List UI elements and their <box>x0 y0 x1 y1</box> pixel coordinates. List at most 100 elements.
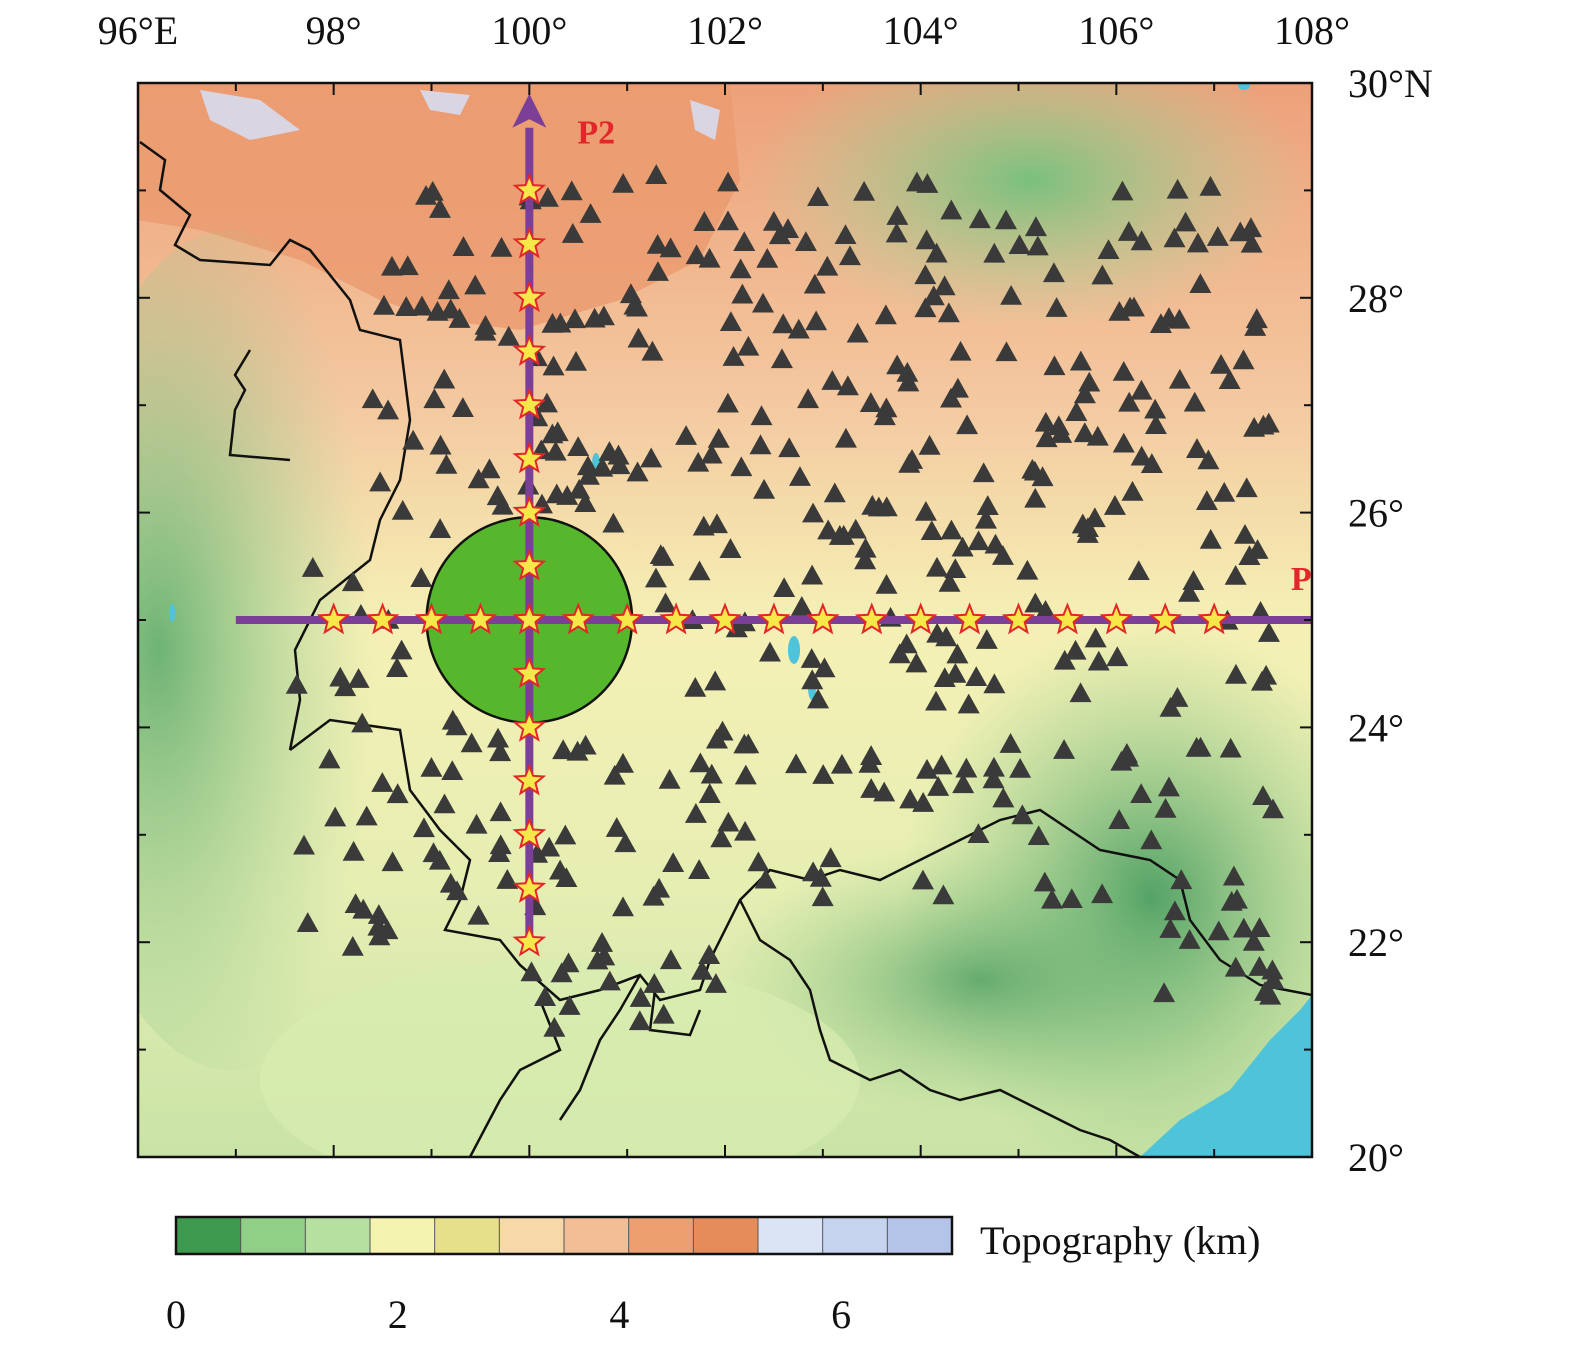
station-triangle <box>428 198 451 218</box>
station-triangle <box>1153 982 1176 1003</box>
station-triangle <box>1170 869 1193 890</box>
station-triangle <box>369 471 392 492</box>
station-triangle <box>1229 221 1252 242</box>
station-triangle <box>955 757 978 778</box>
station-triangle <box>946 643 969 664</box>
colorbar-segment <box>434 1217 500 1254</box>
sichuan-basin <box>750 83 1310 330</box>
station-triangle <box>355 805 378 826</box>
station-triangle <box>536 186 559 207</box>
profile-point-star <box>512 548 547 581</box>
station-triangle <box>832 524 855 545</box>
station-triangle <box>1246 539 1269 559</box>
station-triangle <box>1130 379 1153 400</box>
colorbar-segment <box>822 1217 888 1254</box>
station-triangle <box>925 556 948 577</box>
station-triangle <box>915 229 938 250</box>
station-triangle <box>975 629 998 649</box>
station-triangle <box>813 657 836 678</box>
profile-point-star <box>512 172 547 205</box>
station-triangle <box>1168 308 1191 329</box>
station-triangle <box>296 912 319 932</box>
station-triangle <box>886 205 909 225</box>
profile-point-star <box>316 602 351 635</box>
station-triangle <box>386 783 409 804</box>
station-triangle <box>1189 273 1212 293</box>
station-triangle <box>860 778 883 798</box>
station-triangle <box>445 715 468 736</box>
station-triangle <box>1073 422 1096 443</box>
colorbar-tick-label: 6 <box>831 1292 851 1337</box>
profile-point-star <box>512 709 547 742</box>
station-triangle <box>805 310 828 331</box>
colorbar-segment <box>499 1217 565 1254</box>
station-triangle <box>439 298 462 319</box>
station-triangle <box>704 670 727 691</box>
profile-point-star <box>805 602 840 635</box>
station-triangle <box>467 904 490 925</box>
colorbar-segment <box>305 1217 371 1254</box>
station-triangle <box>556 485 579 505</box>
station-triangle <box>441 760 464 781</box>
station-triangle <box>983 673 1006 694</box>
station-triangle <box>944 662 967 683</box>
station-triangle <box>1035 427 1058 448</box>
station-triangle <box>565 350 588 371</box>
station-triangle <box>1262 798 1285 819</box>
station-triangle <box>982 756 1005 777</box>
station-triangle <box>809 866 832 887</box>
profile-point-star <box>512 441 547 474</box>
station-triangle <box>448 308 471 328</box>
station-triangle <box>844 518 867 539</box>
station-triangle <box>361 388 384 409</box>
station-triangle <box>1024 592 1047 613</box>
station-triangle <box>1119 296 1142 317</box>
station-triangle <box>550 962 573 983</box>
map-area: P1 P2 <box>138 83 1312 1157</box>
station-triangle <box>972 462 995 483</box>
station-triangle <box>603 764 626 785</box>
profile-point-star <box>512 763 547 796</box>
station-triangle <box>489 801 512 822</box>
station-triangle <box>1108 809 1131 829</box>
station-triangle <box>710 827 733 848</box>
station-triangle <box>460 732 483 753</box>
station-triangle <box>1130 230 1153 251</box>
station-triangle <box>1159 696 1182 717</box>
profile-point-star <box>365 602 400 635</box>
station-triangle <box>716 392 739 413</box>
lake <box>1238 83 1250 90</box>
seismic-stations <box>285 164 1285 1037</box>
station-triangle <box>1140 829 1163 850</box>
station-triangle <box>451 397 474 417</box>
station-triangle <box>1144 398 1167 419</box>
station-triangle <box>301 557 324 577</box>
profile-point-star <box>708 602 742 635</box>
axis-ticks <box>137 82 1313 1158</box>
station-triangle <box>1220 890 1243 911</box>
station-triangle <box>731 283 754 304</box>
station-triangle <box>1064 639 1087 660</box>
station-triangle <box>612 172 635 193</box>
station-triangle <box>1043 355 1066 376</box>
profile-point-star <box>1001 602 1036 635</box>
station-triangle <box>692 515 715 536</box>
station-triangle <box>918 434 941 455</box>
colorbar-title: Topography (km) <box>980 1218 1260 1263</box>
station-triangle <box>1106 646 1129 667</box>
station-triangle <box>602 512 625 533</box>
station-triangle <box>644 567 667 588</box>
colorbar-segment <box>564 1217 630 1254</box>
station-triangle <box>563 308 586 329</box>
station-triangle <box>722 346 745 366</box>
station-triangle <box>897 371 920 392</box>
station-triangle <box>402 429 425 450</box>
station-triangle <box>496 869 519 889</box>
station-triangle <box>800 648 823 668</box>
station-triangle <box>324 806 347 827</box>
station-triangle <box>1249 601 1272 621</box>
station-triangle <box>860 745 883 765</box>
station-triangle <box>1084 627 1107 648</box>
station-triangle <box>371 772 394 792</box>
station-triangle <box>801 564 824 585</box>
